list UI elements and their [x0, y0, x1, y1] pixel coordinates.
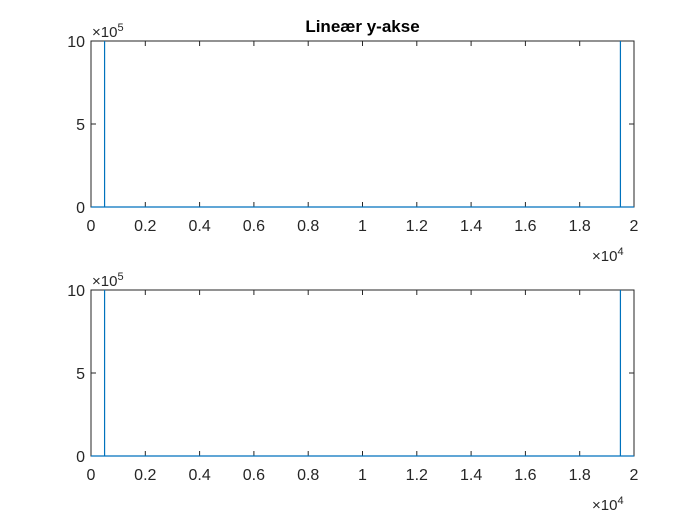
panel-1-x-exponent-power: 4 — [617, 246, 623, 258]
panel-2-y-exponent-label: ×105 — [92, 271, 124, 290]
panel-1-x-tick-label-7: 1.4 — [460, 218, 482, 235]
panel-2-x-tick-label-1: 0.2 — [134, 467, 156, 484]
panel-1-y-exponent-label: ×105 — [92, 22, 124, 41]
panel-1-x-tick-label-5: 1 — [358, 218, 367, 235]
panel-2-x-tick-label-0: 0 — [87, 467, 96, 484]
panel-2-x-tick-label-8: 1.6 — [514, 467, 536, 484]
panel-2-x-tick-label-3: 0.6 — [243, 467, 265, 484]
panel-1-x-tick-label-0: 0 — [87, 218, 96, 235]
panel-2-y-exponent-base: ×10 — [92, 273, 117, 290]
panel-1-title: Lineær y-akse — [305, 17, 419, 36]
panel-1-series-line-1 — [91, 41, 634, 208]
panel-2-axes-box — [90, 289, 635, 457]
panel-1-x-tick-label-9: 1.8 — [569, 218, 591, 235]
panel-2-x-tick-label-7: 1.4 — [460, 467, 482, 484]
panel-1-x-tick-label-10: 2 — [630, 218, 639, 235]
panel-1-y-tick-label-2: 10 — [67, 34, 85, 51]
panel-1-y-exponent-power: 5 — [117, 22, 123, 34]
panel-2-x-tick-label-5: 1 — [358, 467, 367, 484]
panel-1-x-tick-label-6: 1.2 — [406, 218, 428, 235]
panel-1-x-tick-label-4: 0.8 — [297, 218, 319, 235]
panel-2-x-tick-label-4: 0.8 — [297, 467, 319, 484]
panel-2-x-tick-label-2: 0.4 — [188, 467, 210, 484]
panel-1-x-exponent-base: ×10 — [592, 248, 617, 265]
panel-2-y-tick-label-0: 0 — [76, 449, 85, 466]
panel-2-y-tick-label-2: 10 — [67, 283, 85, 300]
panel-2-series-line-1 — [91, 290, 634, 457]
panel-2-x-tick-label-10: 2 — [630, 467, 639, 484]
panel-2-x-tick-label-6: 1.2 — [406, 467, 428, 484]
panel-1-x-tick-label-1: 0.2 — [134, 218, 156, 235]
panel-1-x-tick-label-8: 1.6 — [514, 218, 536, 235]
panel-1-axes-box — [90, 40, 635, 208]
panel-1-x-exponent-label: ×104 — [592, 246, 624, 265]
panel-2-x-exponent-label: ×104 — [592, 495, 624, 514]
panel-2-y-exponent-power: 5 — [117, 271, 123, 283]
panel-1-y-tick-label-1: 5 — [76, 117, 85, 134]
panel-1-x-tick-label-3: 0.6 — [243, 218, 265, 235]
panel-1-y-exponent-base: ×10 — [92, 24, 117, 41]
panel-1-y-tick-label-0: 0 — [76, 200, 85, 217]
panel-2-x-exponent-power: 4 — [617, 495, 623, 507]
panel-2-y-tick-label-1: 5 — [76, 366, 85, 383]
panel-2-x-tick-label-9: 1.8 — [569, 467, 591, 484]
panel-1-x-tick-label-2: 0.4 — [188, 218, 210, 235]
panel-2-x-exponent-base: ×10 — [592, 497, 617, 514]
